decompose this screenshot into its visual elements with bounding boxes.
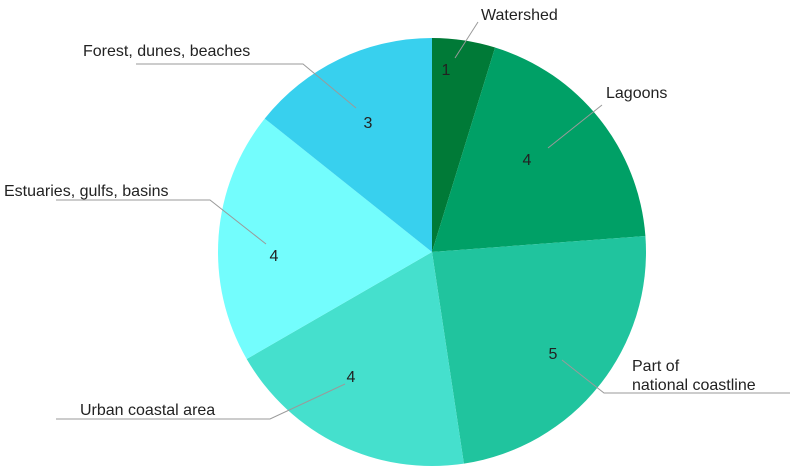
value-labels: 1 4 5 4 4 3 xyxy=(270,62,558,386)
slice-value-label: 4 xyxy=(523,152,532,169)
slice-value-label: 5 xyxy=(549,346,558,363)
leader-line xyxy=(56,383,346,420)
leader-line xyxy=(454,21,479,59)
leader-lines xyxy=(56,21,790,420)
pie-slices xyxy=(218,38,647,466)
pie-slice-2 xyxy=(432,236,647,464)
slice-value-label: 4 xyxy=(347,369,356,386)
pie-slice-5 xyxy=(264,38,432,252)
pie-slice-0 xyxy=(432,38,496,252)
leader-line xyxy=(547,104,603,149)
pie-slice-1 xyxy=(432,47,646,253)
leader-line xyxy=(56,199,267,245)
slice-value-label: 4 xyxy=(270,248,279,265)
slice-value-label: 1 xyxy=(442,62,451,79)
slice-category-label: national coastline xyxy=(632,377,756,394)
slice-category-label: Watershed xyxy=(481,7,558,24)
leader-line xyxy=(561,359,790,394)
pie-slice-4 xyxy=(218,118,432,359)
slice-category-label: Part of xyxy=(632,358,680,375)
slice-value-label: 3 xyxy=(364,115,373,132)
slice-category-label: Estuaries, gulfs, basins xyxy=(4,183,169,200)
category-labels: Watershed Lagoons Part of national coastlin… xyxy=(4,7,756,419)
leader-line xyxy=(136,63,357,109)
slice-category-label: Lagoons xyxy=(606,85,667,102)
pie-slice-3 xyxy=(246,252,464,466)
slice-category-label: Forest, dunes, beaches xyxy=(83,43,250,60)
slice-category-label: Urban coastal area xyxy=(80,402,215,419)
